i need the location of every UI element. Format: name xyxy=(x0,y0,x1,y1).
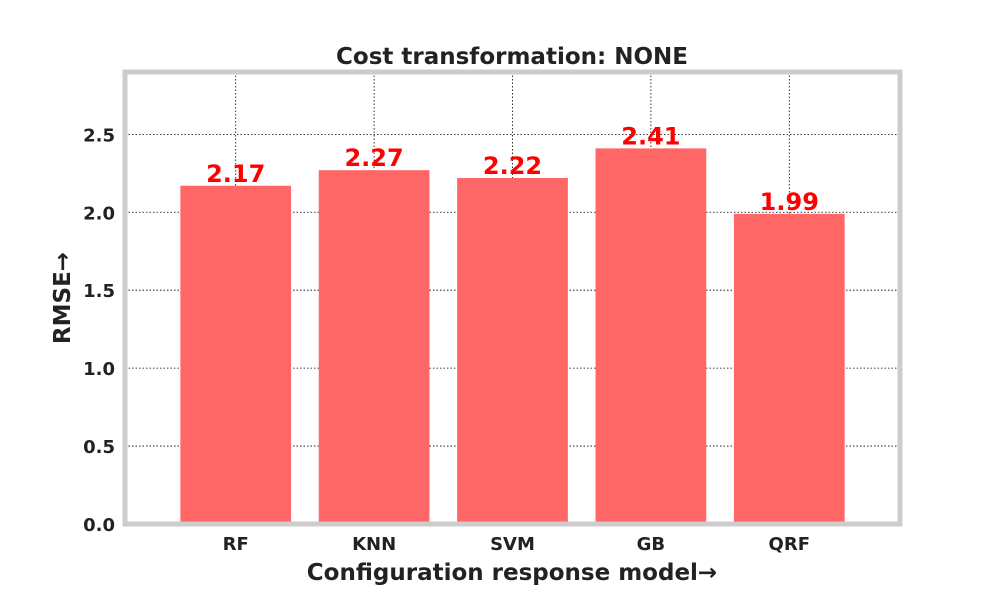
value-label-rf: 2.17 xyxy=(206,160,265,188)
x-tick-label: QRF xyxy=(769,534,810,555)
value-label-knn: 2.27 xyxy=(344,144,403,172)
bar-svm xyxy=(457,177,568,524)
y-tick-labels: 0.0 0.5 1.0 1.5 2.0 2.5 xyxy=(83,125,115,536)
x-axis-label: Configuration response model→ xyxy=(307,560,717,586)
bars xyxy=(180,148,845,525)
y-tick-label: 1.0 xyxy=(83,359,115,380)
y-tick-label: 1.5 xyxy=(83,281,115,302)
y-tick-label: 2.5 xyxy=(83,125,115,146)
bar-rf xyxy=(180,185,292,525)
bar-qrf xyxy=(733,213,845,525)
x-tick-label: KNN xyxy=(352,534,396,555)
bar-gb xyxy=(595,148,707,524)
x-tick-label: GB xyxy=(637,534,666,555)
y-tick-label: 2.0 xyxy=(83,203,115,224)
x-tick-label: RF xyxy=(223,534,249,555)
chart-title: Cost transformation: NONE xyxy=(336,44,688,70)
value-label-gb: 2.41 xyxy=(621,122,680,150)
value-label-qrf: 1.99 xyxy=(760,188,819,216)
bar-knn xyxy=(318,170,430,524)
y-tick-label: 0.5 xyxy=(83,437,115,458)
y-axis-label: RMSE→ xyxy=(50,252,76,344)
y-tick-label: 0.0 xyxy=(83,515,115,536)
x-tick-label: SVM xyxy=(490,534,535,555)
value-label-svm: 2.22 xyxy=(483,152,542,180)
value-labels: 2.17 2.27 2.22 2.41 1.99 xyxy=(206,122,819,215)
plot-frame xyxy=(122,69,903,527)
x-tick-labels: RF KNN SVM GB QRF xyxy=(223,534,810,555)
